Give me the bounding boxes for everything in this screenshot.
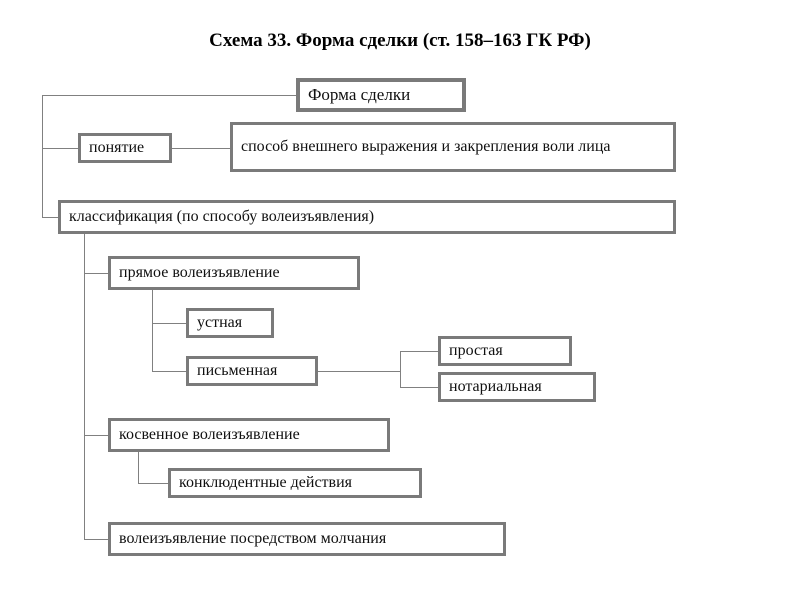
- connector: [138, 483, 168, 484]
- connector: [152, 290, 153, 371]
- connector: [172, 148, 230, 149]
- node-direct: прямое волеизъявление: [108, 256, 360, 290]
- diagram-title: Схема 33. Форма сделки (ст. 158–163 ГК Р…: [130, 30, 670, 52]
- connector: [42, 95, 296, 96]
- connector: [318, 371, 400, 372]
- node-silence: волеизъявление посредством молчания: [108, 522, 506, 556]
- node-root: Форма сделки: [296, 78, 466, 112]
- connector: [84, 539, 108, 540]
- node-notary: нотариальная: [438, 372, 596, 402]
- connector: [152, 323, 186, 324]
- node-oral: устная: [186, 308, 274, 338]
- connector: [400, 351, 438, 352]
- node-simple: простая: [438, 336, 572, 366]
- node-def: способ внешнего выражения и закрепления …: [230, 122, 676, 172]
- connector: [400, 351, 401, 388]
- connector: [84, 435, 108, 436]
- node-conclud: конклюдентные действия: [168, 468, 422, 498]
- node-written: письменная: [186, 356, 318, 386]
- connector: [84, 234, 85, 539]
- connector: [42, 148, 78, 149]
- node-class: классификация (по способу волеизъявления…: [58, 200, 676, 234]
- connector: [84, 273, 108, 274]
- connector: [42, 95, 43, 218]
- connector: [42, 217, 58, 218]
- node-concept: понятие: [78, 133, 172, 163]
- diagram-canvas: Схема 33. Форма сделки (ст. 158–163 ГК Р…: [0, 0, 800, 600]
- node-indirect: косвенное волеизъявление: [108, 418, 390, 452]
- connector: [152, 371, 186, 372]
- connector: [400, 387, 438, 388]
- connector: [138, 452, 139, 483]
